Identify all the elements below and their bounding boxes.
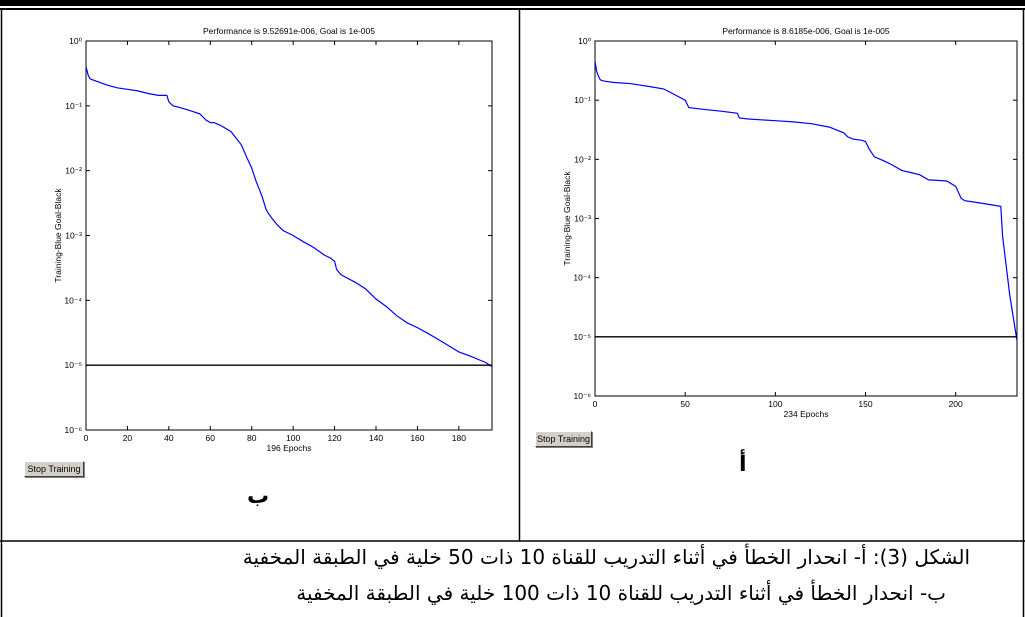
- y-axis-label: Training-Blue Goal-Black: [53, 188, 63, 283]
- chart-title: Performance is 8.6185e-006, Goal is 1e-0…: [722, 26, 890, 36]
- y-tick-label: 10⁻⁴: [64, 295, 82, 305]
- x-axis-label: 234 Epochs: [784, 409, 829, 419]
- x-tick-label: 140: [369, 433, 383, 443]
- y-tick-label: 10⁻⁴: [573, 273, 591, 283]
- x-tick-label: 80: [247, 433, 257, 443]
- x-tick-label: 60: [206, 433, 216, 443]
- panel-letter-b: ب: [247, 484, 270, 509]
- y-tick-label: 10⁻⁵: [65, 360, 82, 370]
- top-border-bar: [0, 0, 1025, 6]
- x-tick-label: 40: [164, 433, 174, 443]
- x-tick-label: 0: [84, 433, 89, 443]
- y-tick-label: 10⁻¹: [65, 101, 82, 111]
- chart-panel-a: Performance is 8.6185e-006, Goal is 1e-0…: [520, 12, 1021, 540]
- plot-area: [594, 40, 1018, 397]
- y-tick-label: 10⁻¹: [574, 95, 591, 105]
- training-error-line: [85, 66, 493, 368]
- x-tick-label: 50: [680, 399, 690, 409]
- chart-b-svg: Performance is 9.52691e-006, Goal is 1e-…: [53, 26, 493, 453]
- chart-a-svg: Performance is 8.6185e-006, Goal is 1e-0…: [562, 26, 1018, 419]
- y-axis-label: Training-Blue Goal-Black: [562, 171, 572, 266]
- caption-line-1: الشكل (3): أ- انحدار الخطأ في أثناء التد…: [242, 545, 970, 569]
- training-error-line: [594, 61, 1018, 341]
- y-tick-label: 10⁰: [69, 36, 82, 46]
- x-tick-label: 100: [286, 433, 300, 443]
- top-border-bar-thin: [0, 8, 1025, 10]
- caption-line-2: ب- انحدار الخطأ في أثناء التدريب للقناة …: [296, 581, 946, 605]
- x-tick-label: 0: [593, 399, 598, 409]
- x-tick-label: 200: [949, 399, 963, 409]
- y-tick-label: 10⁻³: [574, 214, 591, 224]
- panel-letter-a: أ: [739, 452, 747, 477]
- x-tick-label: 100: [768, 399, 782, 409]
- x-tick-label: 150: [858, 399, 872, 409]
- y-tick-label: 10⁻⁶: [574, 391, 591, 401]
- y-tick-label: 10⁻²: [574, 154, 591, 164]
- y-tick-label: 10⁻⁶: [65, 425, 82, 435]
- y-tick-label: 10⁻³: [65, 231, 82, 241]
- x-tick-label: 160: [410, 433, 424, 443]
- x-tick-label: 180: [452, 433, 466, 443]
- x-tick-label: 120: [327, 433, 341, 443]
- y-tick-label: 10⁰: [578, 36, 591, 46]
- plot-area: [85, 40, 493, 431]
- stop-training-button[interactable]: Stop Training: [24, 461, 84, 477]
- stop-training-button[interactable]: Stop Training: [535, 431, 592, 447]
- chart-title: Performance is 9.52691e-006, Goal is 1e-…: [203, 26, 375, 36]
- y-tick-label: 10⁻⁵: [574, 332, 591, 342]
- figure-caption: الشكل (3): أ- انحدار الخطأ في أثناء التد…: [0, 541, 1025, 617]
- y-tick-label: 10⁻²: [65, 166, 82, 176]
- x-axis-label: 196 Epochs: [267, 443, 312, 453]
- chart-panel-b: Performance is 9.52691e-006, Goal is 1e-…: [4, 12, 518, 540]
- x-tick-label: 20: [123, 433, 133, 443]
